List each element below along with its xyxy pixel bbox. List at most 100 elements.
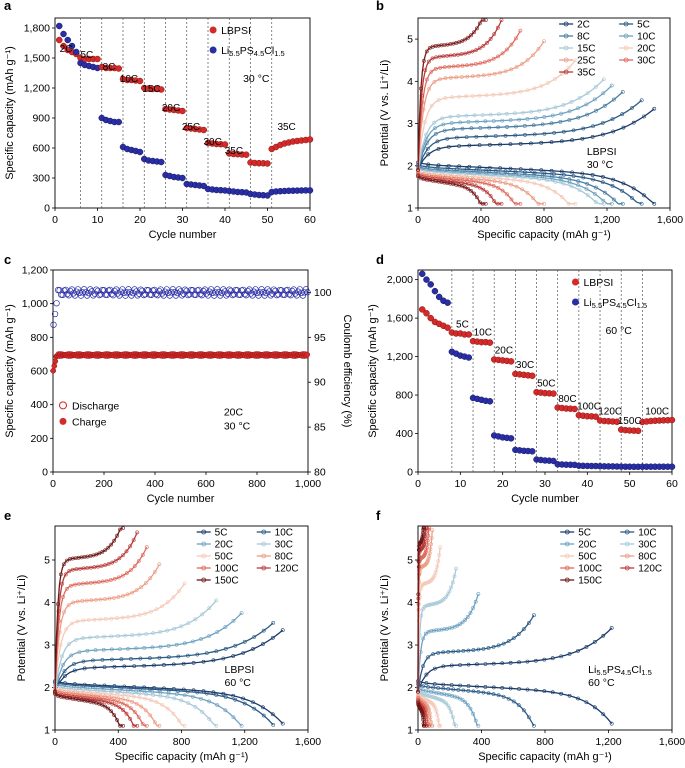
curve-marker (458, 683, 463, 688)
legend-label: 150C (215, 576, 239, 587)
y-tick-label: 1,500 (24, 53, 50, 65)
curve-marker (223, 646, 228, 651)
curve-marker (487, 58, 492, 63)
x-tick-label: 800 (536, 736, 554, 748)
curve-marker (476, 73, 481, 78)
discharge-curve (417, 170, 576, 205)
curve-marker (108, 578, 113, 582)
curve-marker (472, 113, 477, 118)
curve-marker (487, 178, 492, 183)
y-tick-label: 1,600 (387, 313, 413, 325)
curve-marker (124, 571, 129, 576)
curve-marker (427, 694, 432, 699)
curve-marker (131, 538, 136, 543)
legend-label-lbpsi: LBPSI (221, 25, 251, 37)
legend-marker-lbpsi (571, 278, 579, 286)
curve-marker (120, 615, 125, 620)
curve-marker (157, 723, 162, 728)
curve-marker (567, 180, 572, 185)
curve-marker (513, 133, 518, 138)
efficiency-point (114, 290, 121, 297)
curve-marker (652, 201, 657, 206)
curve-marker (93, 693, 98, 698)
point-lbpsi (444, 324, 451, 331)
curve-marker (570, 138, 574, 143)
legend-label: 20C (578, 540, 596, 551)
curve-marker (503, 181, 508, 186)
curve-marker (429, 536, 434, 540)
curve-marker (600, 132, 605, 137)
curve-marker (639, 98, 644, 103)
curve-marker (529, 141, 533, 146)
curve-marker (518, 201, 523, 206)
curve-marker (125, 592, 130, 597)
curve-marker (424, 672, 429, 677)
curve-marker (179, 698, 184, 703)
curve-marker (112, 576, 117, 581)
curve-marker (542, 657, 547, 662)
y-axis-label: Specific capacity (mAh g⁻¹) (367, 304, 379, 438)
curve-marker (72, 668, 77, 673)
curve-marker (144, 632, 149, 636)
curve-marker (191, 660, 196, 665)
curve-marker (437, 628, 441, 632)
curve-marker (593, 85, 598, 89)
curve-marker (540, 122, 545, 127)
curve-marker (214, 723, 219, 728)
x-tick-label: 40 (219, 214, 231, 226)
efficiency-point (123, 289, 131, 296)
curve-marker (581, 175, 586, 180)
curve-marker (500, 51, 505, 56)
charge-point (52, 358, 59, 365)
legend-marker (623, 57, 629, 63)
curve-marker (585, 193, 590, 198)
curve-marker (423, 530, 428, 535)
curve-marker (421, 684, 425, 689)
curve-marker (165, 600, 170, 605)
efficiency-point (302, 286, 310, 293)
curve-marker (100, 579, 105, 584)
discharge-curve (54, 685, 217, 727)
legend-marker (201, 565, 207, 571)
curve-marker (424, 548, 429, 552)
legend-label-lpsc: Li5.5PS4.5Cl1.5 (583, 297, 647, 310)
curve-marker (542, 131, 547, 136)
efficiency-point (62, 286, 69, 293)
efficiency-point (145, 287, 152, 294)
curve-marker (148, 698, 153, 703)
curve-marker (154, 700, 159, 705)
curve-marker (630, 195, 634, 200)
curve-marker (75, 599, 80, 604)
curve-marker (69, 653, 74, 658)
curve-marker (80, 599, 85, 603)
curve-marker (620, 201, 625, 206)
curve-marker (428, 578, 433, 583)
curve-marker (461, 648, 466, 653)
legend-marker (201, 553, 207, 559)
curve-marker (142, 689, 147, 694)
legend-label: 80C (638, 552, 656, 563)
curve-marker (121, 593, 125, 598)
curve-marker (430, 56, 435, 61)
curve-marker (517, 117, 521, 122)
curve-marker (450, 580, 455, 585)
curve-marker (130, 590, 135, 595)
sample-annotation: LBPSI (225, 664, 255, 676)
curve-marker (481, 43, 486, 48)
curve-marker (193, 617, 198, 622)
curve-marker (421, 636, 426, 641)
legend-marker-charge (59, 417, 67, 425)
curve-marker (442, 128, 447, 133)
curve-marker (423, 68, 428, 73)
point-lpsc (306, 187, 314, 194)
curve-marker (63, 572, 68, 577)
curve-marker (576, 106, 580, 111)
y-tick-label: 400 (30, 399, 48, 411)
efficiency-point (168, 289, 175, 296)
curve-marker (92, 617, 97, 622)
curve-marker (471, 711, 475, 716)
point-lbpsi (529, 372, 536, 380)
y-tick-label: 300 (32, 173, 50, 185)
curve-marker (522, 124, 527, 128)
efficiency-point (281, 291, 288, 298)
